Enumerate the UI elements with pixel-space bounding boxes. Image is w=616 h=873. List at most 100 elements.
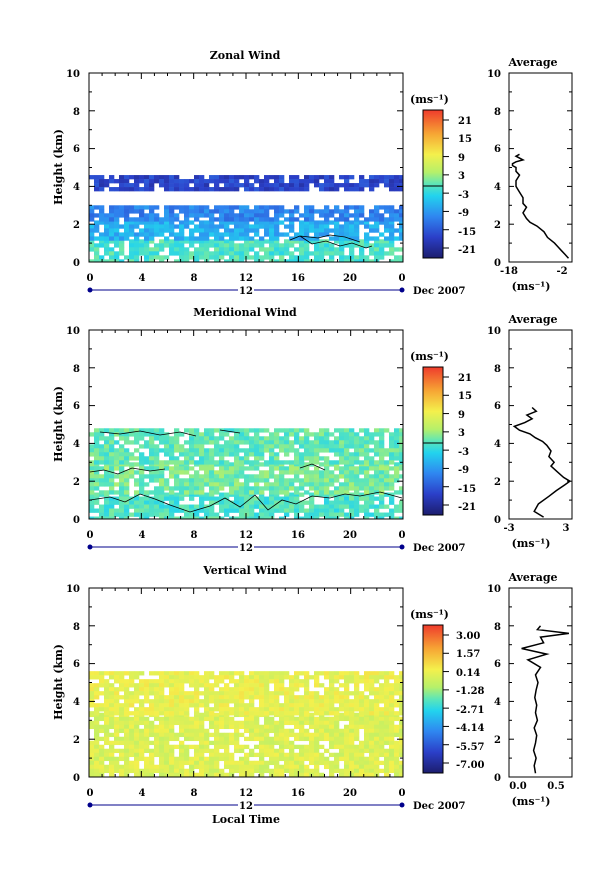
heatmap-cell [294, 460, 300, 465]
heatmap-cell [234, 764, 240, 770]
heatmap-cell [114, 236, 120, 241]
heatmap-cell [279, 213, 285, 218]
heatmap-cell [119, 752, 125, 758]
heatmap-cell [329, 236, 335, 241]
heatmap-cell [99, 187, 105, 192]
heatmap-cell [369, 474, 375, 479]
heatmap-cell [139, 728, 145, 734]
heatmap-cell [144, 496, 150, 501]
heatmap-cell [394, 740, 400, 746]
heatmap-cell [334, 699, 340, 704]
heatmap-cell [154, 428, 160, 433]
heatmap-cell [159, 436, 165, 441]
heatmap-cell [89, 217, 95, 222]
heatmap-cell [154, 205, 160, 210]
heatmap-cell [254, 460, 260, 465]
heatmap-cell [124, 711, 130, 716]
heatmap-cell [254, 436, 260, 441]
heatmap-cell [279, 504, 285, 509]
heatmap-cell [329, 671, 335, 676]
heatmap-cell [259, 679, 265, 684]
heatmap-cell [349, 516, 355, 519]
heatmap-cell [354, 232, 360, 237]
heatmap-cell [149, 683, 155, 688]
heatmap-cell [374, 452, 380, 457]
heatmap-cell [129, 251, 135, 256]
heatmap-cell [189, 679, 195, 684]
heatmap-cell [289, 772, 295, 777]
heatmap-cell [259, 444, 265, 449]
heatmap-cell [309, 691, 315, 696]
heatmap-cell [104, 183, 110, 188]
heatmap-cell [244, 500, 250, 505]
heatmap-cell [329, 255, 335, 260]
heatmap-cell [359, 175, 365, 180]
heatmap-cell [209, 474, 215, 479]
heatmap-cell [239, 772, 245, 777]
heatmap-cell [184, 259, 190, 262]
heatmap-cell [149, 239, 155, 244]
heatmap-cell [129, 728, 135, 734]
heatmap-cell [264, 232, 270, 237]
heatmap-cell [194, 512, 200, 517]
heatmap-cell [139, 466, 145, 471]
heatmap-cell [314, 748, 320, 754]
heatmap-cell [244, 478, 250, 483]
heatmap-cell [294, 724, 300, 730]
heatmap-cell [379, 752, 385, 758]
heatmap-cell [374, 764, 380, 770]
heatmap-cell [394, 183, 400, 188]
heatmap-cell [384, 687, 390, 692]
heatmap-cell [224, 175, 230, 180]
heatmap-cell [269, 504, 275, 509]
heatmap-cell [129, 217, 135, 222]
heatmap-cell [174, 720, 180, 726]
heatmap-cell [124, 460, 130, 465]
heatmap-cell [344, 486, 350, 491]
heatmap-cell [369, 764, 375, 770]
heatmap-cell [234, 474, 240, 479]
heatmap-cell [214, 470, 220, 475]
heatmap-cell [349, 707, 355, 712]
heatmap-cell [339, 236, 345, 241]
heatmap-cell [369, 243, 375, 248]
heatmap-cell [154, 752, 160, 758]
heatmap-cell [164, 187, 170, 192]
heatmap-cell [244, 183, 250, 188]
heatmap-cell [89, 448, 95, 453]
heatmap-cell [294, 209, 300, 214]
date-label: 12 [239, 543, 253, 554]
heatmap-cell [274, 466, 280, 471]
heatmap-cell [179, 482, 185, 487]
heatmap-cell [144, 724, 150, 730]
heatmap-cell [364, 440, 370, 445]
heatmap-cell [309, 724, 315, 730]
heatmap-cell [329, 720, 335, 726]
heatmap-cell [114, 724, 120, 730]
heatmap-cell [169, 691, 175, 696]
heatmap-cell [304, 490, 310, 495]
heatmap-cell [169, 232, 175, 237]
heatmap-cell [194, 728, 200, 734]
heatmap-cell [309, 440, 315, 445]
heatmap-cell [109, 512, 115, 517]
heatmap-cell [314, 716, 320, 722]
heatmap-cell [374, 228, 380, 233]
heatmap-cell [219, 220, 225, 225]
heatmap-cell [159, 691, 165, 696]
heatmap-cell [209, 217, 215, 222]
heatmap-cell [399, 466, 403, 471]
heatmap-cell [144, 482, 150, 487]
heatmap-cell [129, 440, 135, 445]
heatmap-cell [334, 239, 340, 244]
heatmap-cell [354, 187, 360, 192]
heatmap-cell [244, 440, 250, 445]
heatmap-cell [229, 760, 235, 766]
heatmap-cell [379, 504, 385, 509]
heatmap-cell [304, 695, 310, 700]
heatmap-cell [189, 496, 195, 501]
heatmap-cell [144, 259, 150, 262]
heatmap-cell [319, 247, 325, 252]
heatmap-cell [279, 736, 285, 742]
heatmap-cell [274, 239, 280, 244]
